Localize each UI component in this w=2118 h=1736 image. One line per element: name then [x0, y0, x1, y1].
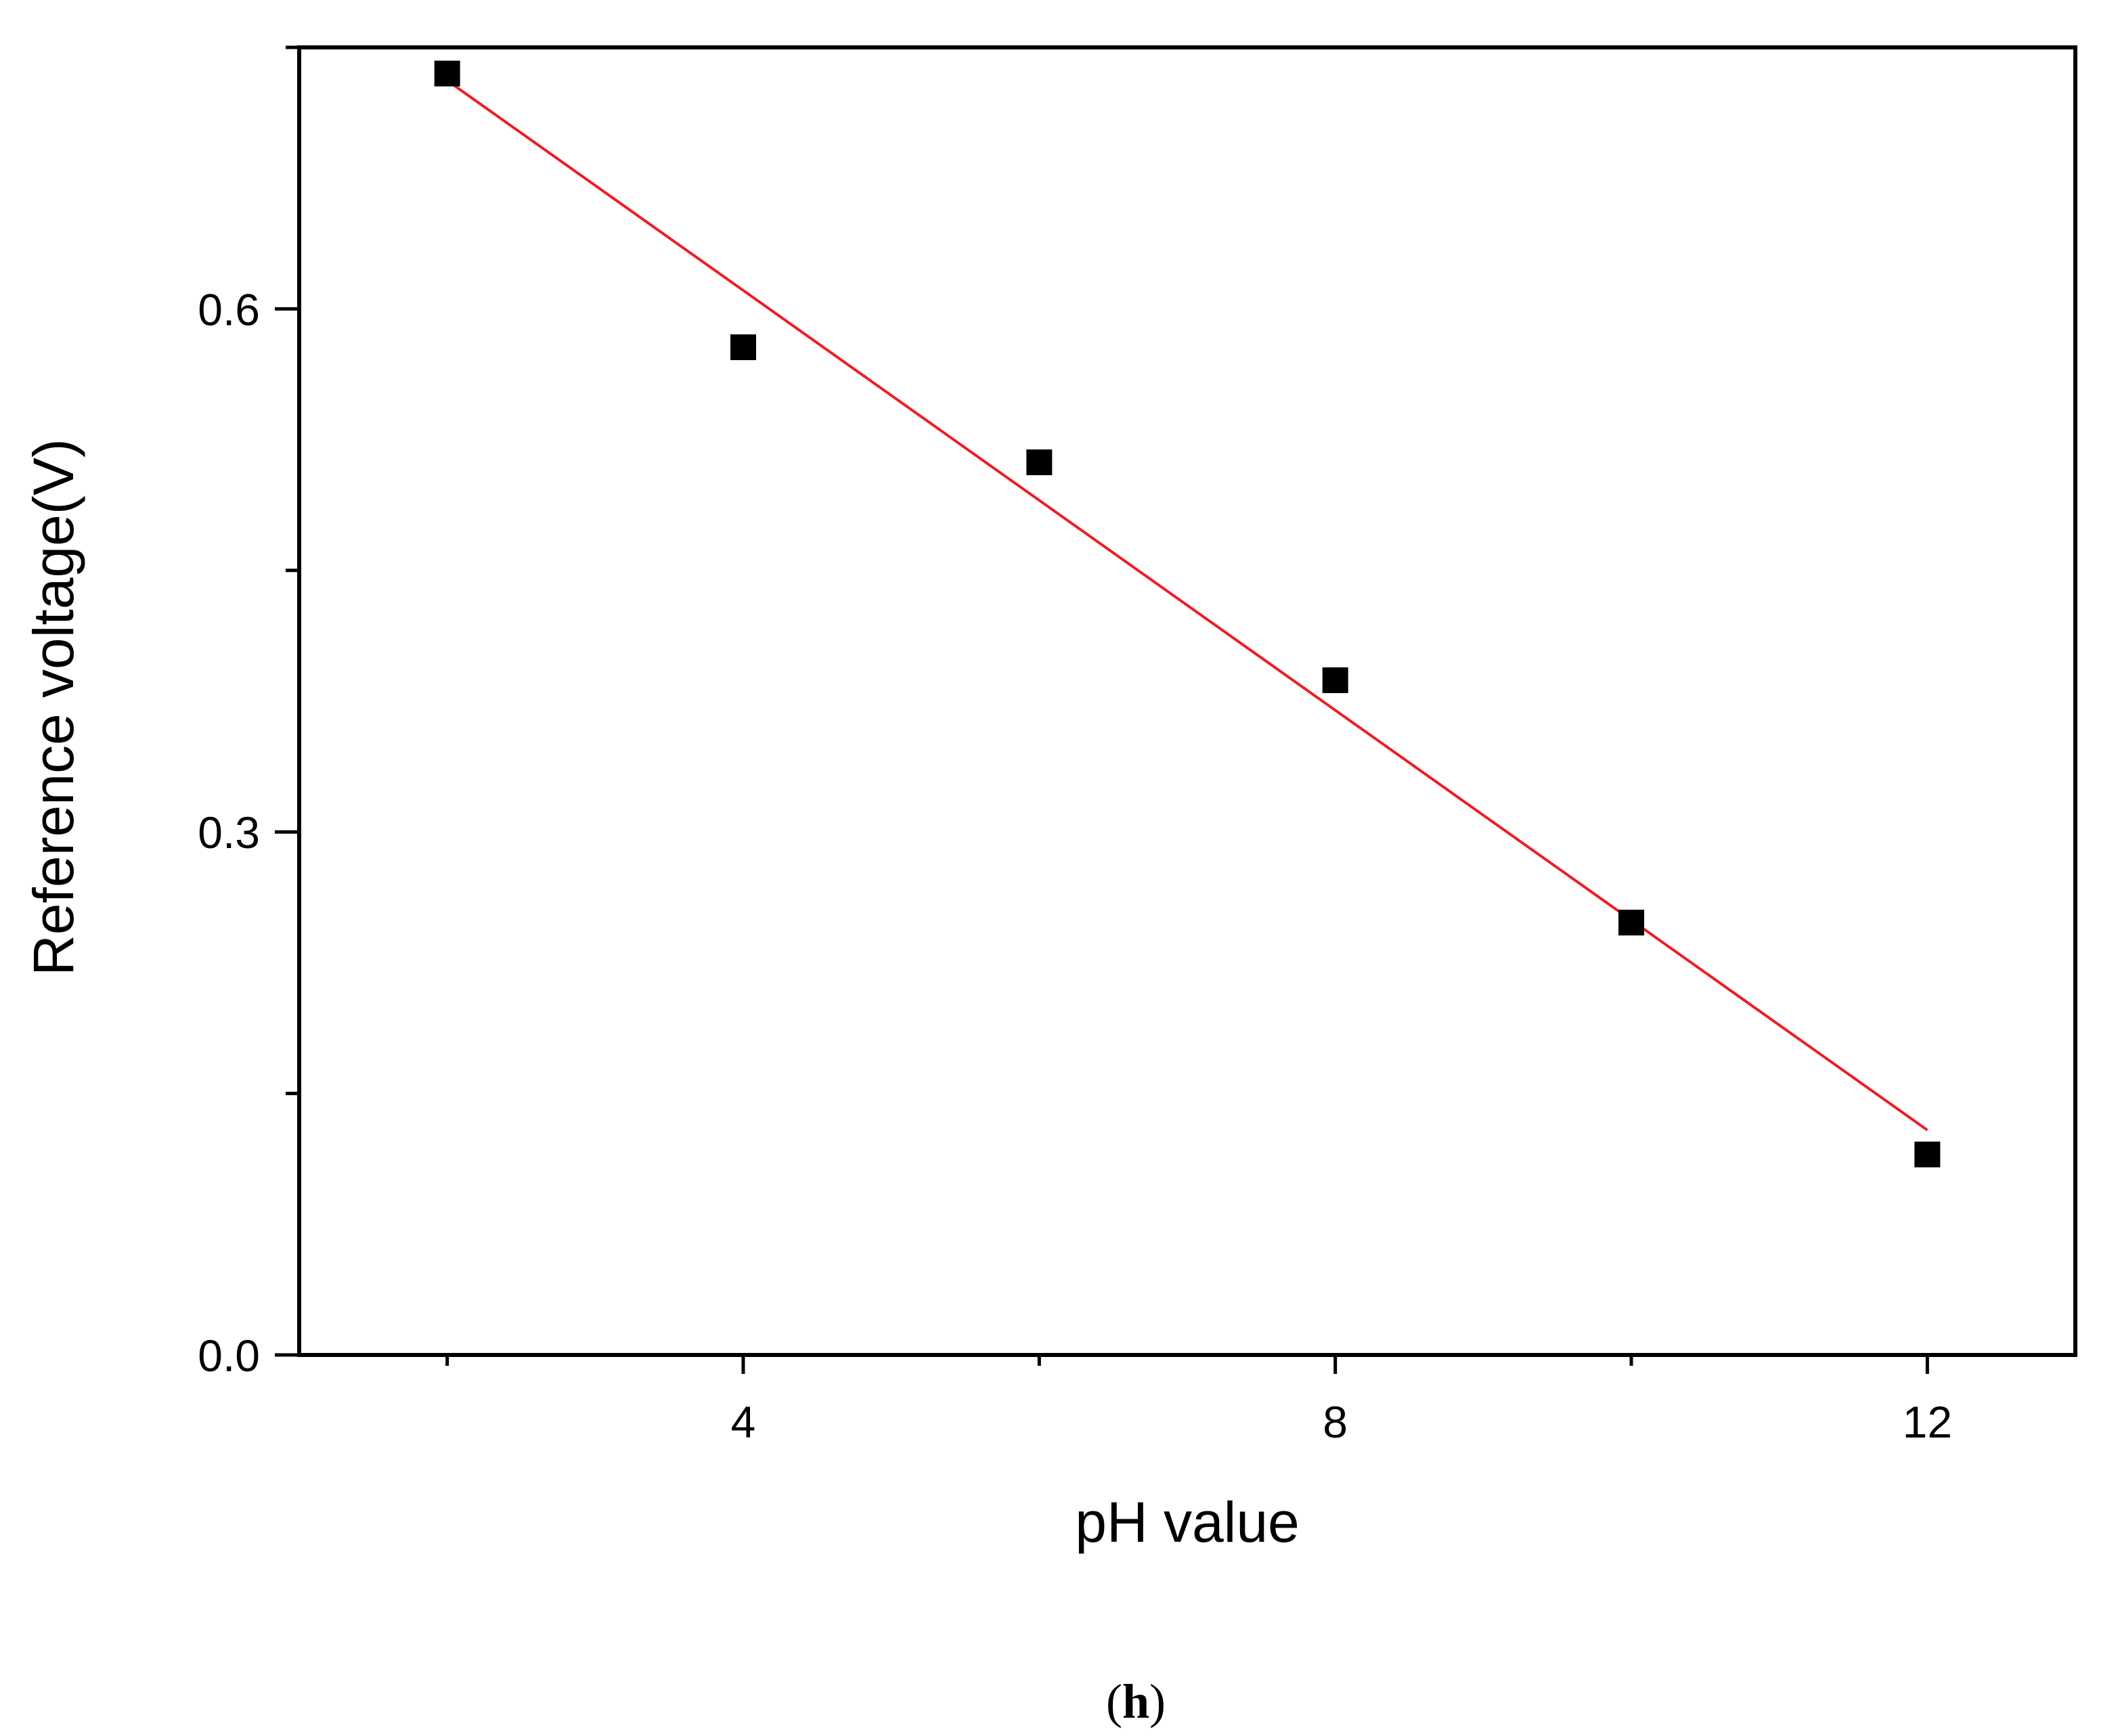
- data-point: [434, 60, 460, 87]
- x-axis-title: pH value: [1075, 1490, 1300, 1554]
- x-tick-label: 8: [1323, 1397, 1348, 1447]
- y-tick-label: 0.6: [198, 284, 260, 334]
- panel-label-close: ): [1149, 1674, 1166, 1729]
- plot-frame: [297, 45, 2077, 1357]
- x-ticks-group: 4 8 12: [445, 1355, 1952, 1447]
- x-tick-label: 12: [1903, 1397, 1952, 1447]
- panel-label: (h): [1106, 1674, 1166, 1729]
- y-ticks-group: 0.0 0.3 0.6: [198, 45, 299, 1381]
- data-points-group: [434, 60, 1941, 1167]
- fit-line: [446, 79, 1928, 1132]
- y-axis-title: Reference voltage(V): [22, 439, 85, 976]
- panel-label-open: (: [1106, 1674, 1122, 1729]
- y-tick-label: 0.3: [198, 807, 260, 858]
- data-point: [1322, 667, 1348, 694]
- data-point: [1914, 1141, 1941, 1167]
- data-point: [730, 334, 756, 361]
- data-point: [1026, 449, 1053, 476]
- fit-line-group: [446, 79, 1928, 1132]
- panel-label-letter: h: [1122, 1674, 1149, 1729]
- data-point: [1618, 910, 1644, 936]
- y-tick-label: 0.0: [198, 1331, 260, 1381]
- x-tick-label: 4: [731, 1397, 756, 1447]
